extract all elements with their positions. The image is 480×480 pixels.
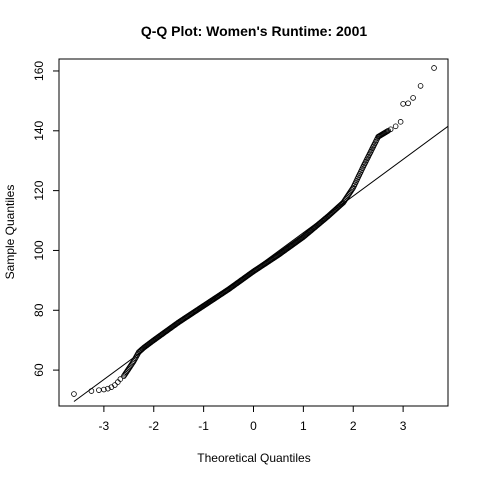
data-point — [417, 83, 424, 89]
data-point — [101, 386, 107, 393]
x-tick-label: -3 — [99, 419, 110, 433]
y-axis-label: Sample Quantiles — [3, 185, 17, 280]
data-point — [71, 391, 77, 397]
data-point — [88, 388, 95, 394]
x-axis-label: Theoretical Quantiles — [197, 451, 310, 465]
x-axis: -3 -2 -1 0 1 2 3 — [99, 406, 407, 433]
data-point — [400, 101, 406, 107]
x-tick-label: 3 — [400, 419, 407, 433]
y-tick-label: 160 — [32, 61, 46, 81]
x-tick-label: 0 — [250, 419, 257, 433]
sample-points — [71, 65, 437, 397]
plot-frame — [58, 58, 449, 407]
y-tick-label: 100 — [32, 240, 46, 260]
data-point — [410, 95, 416, 101]
data-point — [392, 123, 399, 130]
chart-title: Q-Q Plot: Women's Runtime: 2001 — [141, 23, 368, 39]
x-tick-label: 2 — [350, 419, 357, 433]
y-tick-label: 60 — [32, 363, 46, 377]
data-point — [405, 100, 411, 107]
data-point — [96, 387, 102, 393]
y-tick-label: 140 — [32, 120, 46, 140]
y-tick-label: 120 — [32, 180, 46, 200]
data-point — [431, 65, 437, 71]
data-point — [130, 359, 136, 366]
x-tick-label: -1 — [198, 419, 209, 433]
data-point — [397, 119, 404, 125]
x-tick-label: 1 — [300, 419, 307, 433]
data-point — [105, 385, 111, 392]
data-point — [349, 186, 356, 192]
data-point — [117, 376, 124, 382]
y-tick-label: 80 — [32, 303, 46, 317]
y-axis: 60 80 100 120 140 160 — [32, 61, 59, 377]
data-point — [387, 126, 394, 133]
data-point — [112, 382, 118, 388]
x-tick-label: -2 — [148, 419, 159, 433]
data-point — [115, 379, 121, 385]
